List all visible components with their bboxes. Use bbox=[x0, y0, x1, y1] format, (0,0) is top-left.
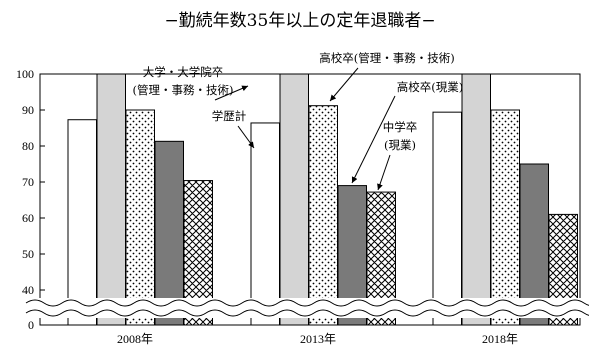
annotation-koukou-gengyou: 高校卒(現業) bbox=[397, 80, 463, 94]
y-tick-label: 70 bbox=[22, 175, 34, 189]
y-tick-label: 60 bbox=[22, 211, 34, 225]
x-tick-label: 2013年 bbox=[300, 332, 336, 346]
x-tick-label: 2008年 bbox=[117, 332, 153, 346]
plot-frame bbox=[39, 73, 581, 326]
bar-3-2 bbox=[461, 73, 491, 326]
y-tick-label: 50 bbox=[22, 247, 34, 261]
y-tick-label: 100 bbox=[16, 67, 34, 81]
annotation-chugaku-line1: 中学卒 bbox=[383, 120, 418, 134]
bar-2-3 bbox=[308, 105, 338, 326]
arrow-daigaku bbox=[214, 85, 249, 101]
bar-3-3 bbox=[490, 109, 520, 326]
axis-break-mark bbox=[25, 298, 589, 318]
arrow-chugaku bbox=[377, 154, 391, 191]
bar-1-4 bbox=[154, 140, 184, 326]
annotation-daigaku-line1: 大学・大学院卒 bbox=[143, 65, 224, 79]
bar-2-2 bbox=[279, 73, 309, 326]
bar-3-1 bbox=[432, 111, 462, 326]
x-tick-label: 2018年 bbox=[482, 332, 518, 346]
y-tick-label: 80 bbox=[22, 139, 34, 153]
annotation-chugaku-line2: (現業) bbox=[384, 138, 416, 152]
arrow-gakureki bbox=[237, 125, 255, 149]
annotations: 大学・大学院卒 (管理・事務・技術) 学歴計 高校卒(管理・事務・技術) 高校卒… bbox=[133, 51, 463, 191]
arrow-koukou-kanri bbox=[329, 67, 359, 102]
bar-2-1 bbox=[250, 122, 280, 326]
chart-title: −勤続年数35年以上の定年退職者− bbox=[164, 11, 435, 31]
bar-1-2 bbox=[96, 73, 126, 326]
y-tick-label: 90 bbox=[22, 103, 34, 117]
annotation-koukou-kanri: 高校卒(管理・事務・技術) bbox=[319, 51, 454, 65]
annotation-gakureki: 学歴計 bbox=[212, 109, 247, 123]
bar-1-1 bbox=[67, 119, 97, 326]
y-tick-label: 40 bbox=[22, 283, 34, 297]
y-tick-label: 0 bbox=[28, 318, 34, 332]
bar-1-3 bbox=[125, 109, 155, 326]
annotation-daigaku-line2: (管理・事務・技術) bbox=[133, 83, 234, 97]
arrow-koukou-gengyou bbox=[351, 95, 396, 184]
